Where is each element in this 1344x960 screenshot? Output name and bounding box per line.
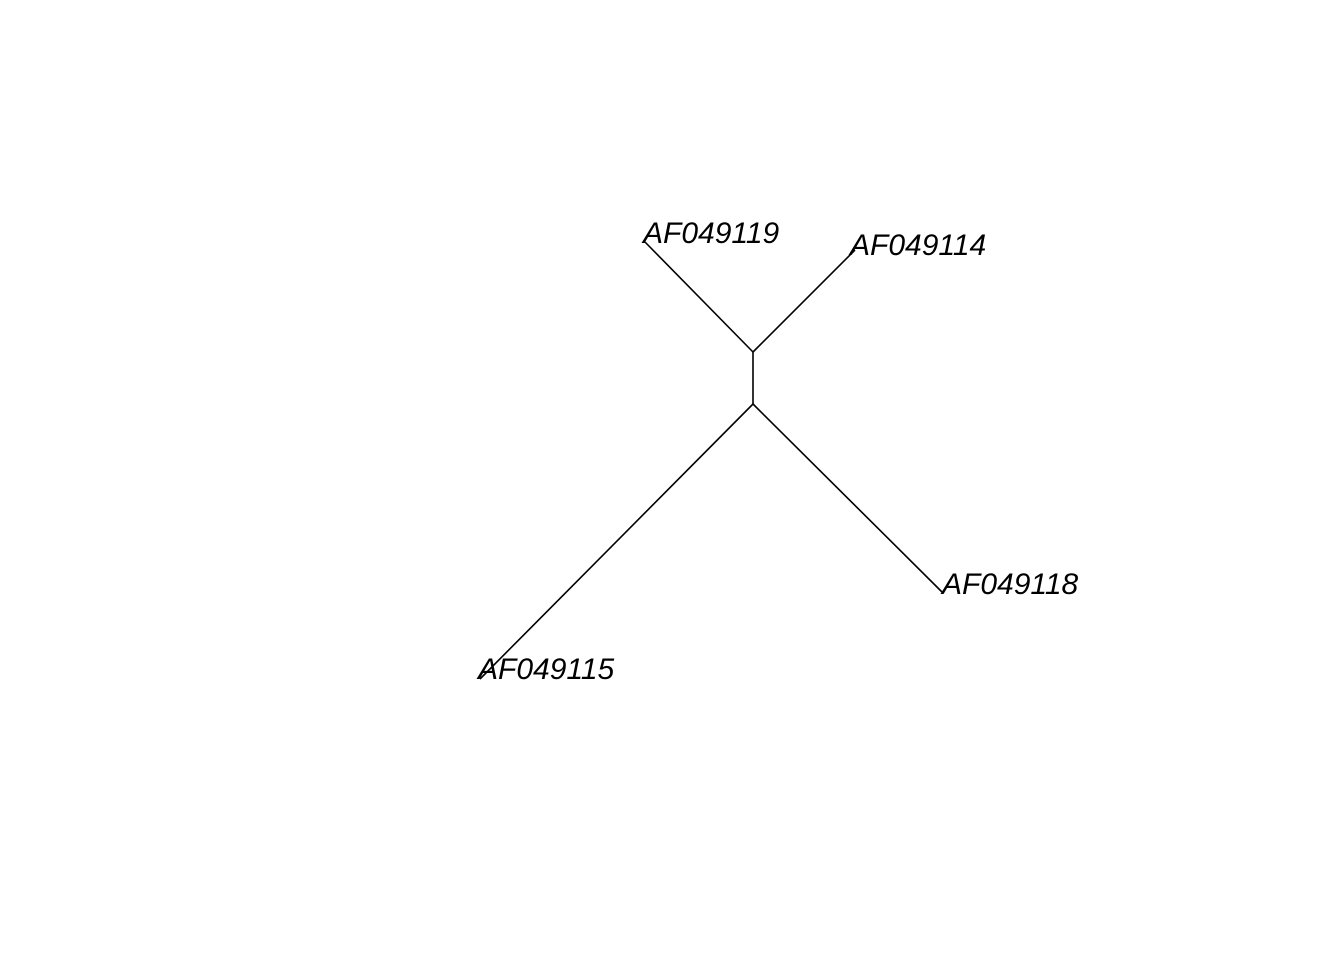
tip-label-af049114: AF049114 [848,229,986,262]
branch-af049115 [479,403,754,680]
branch-af049114 [752,249,856,353]
tip-label-af049115: AF049115 [476,653,615,686]
tip-label-af049119: AF049119 [641,217,780,250]
branch-af049119 [644,241,754,353]
branch-af049118 [752,403,944,594]
tip-label-af049118: AF049118 [940,568,1079,601]
tip-labels: AF049119 AF049114 AF049118 AF049115 [476,217,1079,686]
tree-branches [479,241,944,680]
